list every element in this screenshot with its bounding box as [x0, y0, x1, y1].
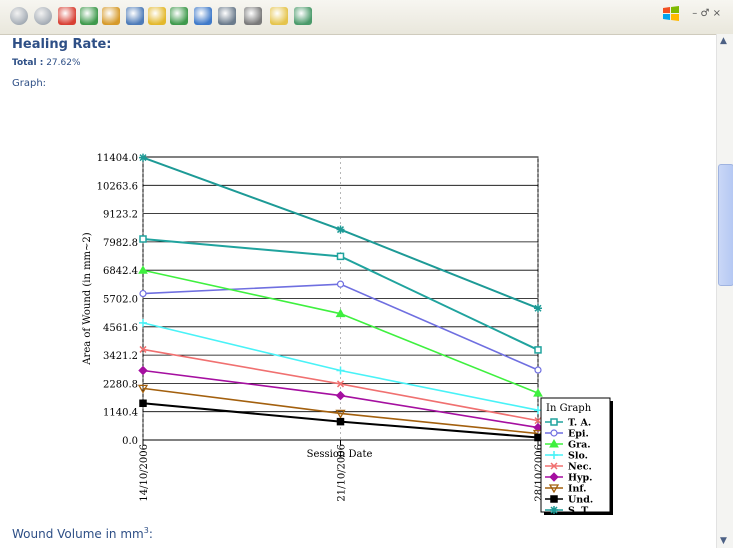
legend-entry: Nec.: [568, 462, 592, 473]
legend-entry: Slo.: [568, 451, 588, 462]
graph-label: Graph:: [12, 78, 47, 89]
data-point: [137, 384, 149, 394]
y-axis-label: Area of Wound (in mm~2): [82, 232, 93, 365]
data-point: [534, 433, 542, 442]
data-point: [139, 399, 147, 408]
history-icon[interactable]: [170, 7, 188, 25]
y-tick-label: 11404.0: [97, 153, 138, 164]
data-point: [336, 252, 345, 261]
stop-icon[interactable]: [58, 7, 76, 25]
data-point: [335, 308, 346, 318]
mail-icon[interactable]: [194, 7, 212, 25]
wound-volume-label: Wound Volume in mm: [12, 527, 144, 541]
x-axis-label: Session Date: [307, 449, 373, 460]
page-title: Healing Rate:: [12, 37, 112, 52]
legend-marker: [550, 495, 558, 503]
scroll-up-icon[interactable]: ▲: [720, 36, 727, 46]
total-line: Total : 27.62%: [12, 58, 81, 68]
forward-icon[interactable]: [34, 7, 52, 25]
data-point: [335, 390, 346, 401]
x-tick-label: 21/10/2006: [337, 444, 348, 502]
legend-entry: Inf.: [568, 484, 586, 495]
y-tick-label: 6842.4: [103, 266, 138, 277]
legend-marker: [550, 506, 558, 514]
legend-entry: Epi.: [568, 429, 589, 440]
scroll-down-icon[interactable]: ▼: [720, 536, 727, 546]
legend-marker: [550, 451, 558, 459]
wound-volume-exponent: 3: [143, 526, 149, 535]
data-point: [138, 265, 148, 274]
y-tick-label: 9123.2: [103, 210, 138, 221]
data-point: [533, 388, 543, 397]
data-point: [139, 345, 147, 353]
y-tick-label: 4561.6: [103, 323, 138, 334]
data-point: [139, 289, 147, 298]
data-point: [534, 304, 542, 313]
legend-entry: T. A.: [568, 418, 591, 429]
messenger-icon[interactable]: [294, 7, 312, 25]
legend-entry: Gra.: [568, 440, 591, 451]
search-icon[interactable]: [126, 7, 144, 25]
data-point: [139, 235, 147, 243]
y-tick-label: 0.0: [122, 436, 138, 447]
refresh-icon[interactable]: [80, 7, 98, 25]
y-tick-label: 7982.8: [103, 238, 138, 249]
y-tick-label: 1140.4: [103, 408, 138, 419]
legend-marker: [550, 462, 558, 470]
legend-marker: [550, 429, 558, 437]
total-value: 27.62%: [46, 58, 81, 68]
legend-marker: [549, 438, 559, 448]
y-tick-label: 3421.2: [103, 351, 138, 362]
legend-marker: [549, 472, 559, 482]
data-point: [139, 153, 147, 162]
data-point: [336, 366, 345, 375]
wound-volume-heading: Wound Volume in mm3:: [12, 526, 153, 541]
legend-entry: Hyp.: [568, 473, 592, 484]
legend-entry: Und.: [568, 495, 593, 506]
window-controls[interactable]: – ♂ ×: [692, 8, 721, 19]
back-icon[interactable]: [10, 7, 28, 25]
legend-title: In Graph: [546, 403, 592, 414]
data-point: [534, 417, 542, 425]
y-tick-label: 10263.6: [97, 181, 138, 192]
discuss-icon[interactable]: [270, 7, 288, 25]
wound-volume-suffix: :: [148, 527, 153, 541]
home-icon[interactable]: [102, 7, 120, 25]
data-point: [336, 225, 345, 234]
print-icon[interactable]: [218, 7, 236, 25]
data-point: [336, 417, 345, 426]
data-point: [335, 409, 346, 419]
edit-icon[interactable]: [244, 7, 262, 25]
favorites-icon[interactable]: [148, 7, 166, 25]
y-tick-label: 5702.0: [103, 295, 138, 306]
data-point: [139, 318, 147, 327]
data-point: [138, 365, 148, 376]
total-label: Total :: [12, 58, 44, 68]
legend-marker: [550, 418, 558, 426]
legend-entry: S. T.: [568, 506, 590, 517]
data-point: [534, 346, 542, 354]
x-tick-label: 28/10/2006: [534, 444, 545, 502]
data-point: [534, 366, 542, 374]
vertical-scrollbar[interactable]: ▲ ▼: [716, 34, 733, 548]
data-point: [336, 280, 345, 288]
data-point: [336, 380, 345, 388]
browser-toolbar: – ♂ ×: [0, 0, 733, 35]
scrollbar-thumb[interactable]: [718, 164, 733, 286]
y-tick-label: 2280.8: [103, 379, 138, 390]
series-line: [142, 387, 539, 435]
windows-logo-icon: [661, 4, 681, 24]
legend-marker: [548, 484, 560, 494]
x-tick-label: 14/10/2006: [139, 444, 150, 502]
